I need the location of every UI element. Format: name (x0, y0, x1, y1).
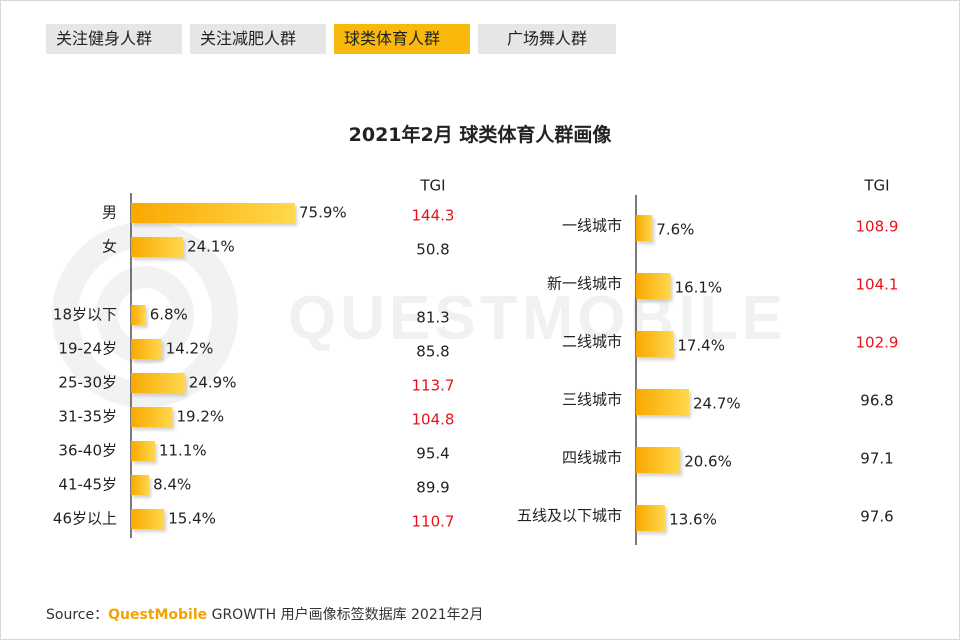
right-category-label: 一线城市 (562, 217, 622, 235)
right-tgi-value: 97.1 (860, 450, 893, 468)
right-value-label: 17.4% (677, 337, 725, 355)
left-tgi-value: 104.8 (412, 411, 455, 429)
left-category-label: 18岁以下 (53, 306, 117, 324)
right-value-label: 24.7% (693, 395, 741, 413)
right-bar (636, 215, 653, 241)
tab-bar: 关注健身人群 关注减肥人群 球类体育人群 广场舞人群 (46, 24, 616, 54)
chart-title: 2021年2月 球类体育人群画像 (348, 124, 612, 146)
left-tgi-value: 110.7 (412, 513, 455, 531)
left-tgi-value: 85.8 (416, 343, 449, 361)
watermark-text: QUESTMOBILE (288, 284, 787, 353)
left-value-label: 6.8% (150, 306, 188, 324)
right-bar (636, 447, 681, 473)
left-tgi-value: 89.9 (416, 479, 449, 497)
right-bar (636, 331, 674, 357)
left-value-label: 8.4% (153, 476, 191, 494)
right-category-label: 三线城市 (562, 391, 622, 409)
right-bar (636, 505, 666, 531)
left-category-label: 女 (102, 238, 117, 256)
left-value-label: 24.1% (187, 238, 235, 256)
left-category-label: 36-40岁 (58, 442, 117, 460)
left-value-label: 11.1% (159, 442, 207, 460)
left-value-label: 14.2% (166, 340, 214, 358)
left-category-label: 25-30岁 (58, 374, 117, 392)
right-value-label: 20.6% (684, 453, 732, 471)
right-tgi-value: 102.9 (856, 334, 899, 352)
right-tgi-header: TGI (863, 177, 889, 195)
tab-weight-loss[interactable]: 关注减肥人群 (190, 24, 326, 54)
left-category-label: 19-24岁 (58, 340, 117, 358)
right-tgi-value: 97.6 (860, 508, 893, 526)
right-value-label: 16.1% (675, 279, 723, 297)
left-bar (131, 407, 173, 427)
left-category-label: 男 (102, 204, 117, 222)
right-bar (636, 389, 689, 415)
source-prefix: Source： (46, 607, 109, 623)
left-category-label: 31-35岁 (58, 408, 117, 426)
source-note: Source：QuestMobile GROWTH 用户画像标签数据库 2021… (46, 604, 484, 624)
left-value-label: 24.9% (189, 374, 237, 392)
left-bar (131, 475, 150, 495)
right-category-label: 五线及以下城市 (517, 507, 622, 525)
left-tgi-value: 144.3 (412, 207, 455, 225)
right-value-label: 13.6% (669, 511, 717, 529)
left-bar (131, 373, 185, 393)
left-bar (131, 237, 184, 257)
left-category-label: 41-45岁 (58, 476, 117, 494)
right-bar (636, 273, 671, 299)
source-text: GROWTH 用户画像标签数据库 2021年2月 (207, 607, 484, 623)
left-value-label: 15.4% (168, 510, 216, 528)
right-tgi-value: 104.1 (856, 276, 899, 294)
left-tgi-value: 113.7 (412, 377, 455, 395)
left-tgi-value: 50.8 (416, 241, 449, 259)
left-bar (131, 203, 295, 223)
left-value-label: 19.2% (176, 408, 224, 426)
left-tgi-header: TGI (419, 177, 445, 195)
right-category-label: 二线城市 (562, 333, 622, 351)
left-tgi-value: 95.4 (416, 445, 449, 463)
tab-fitness[interactable]: 关注健身人群 (46, 24, 182, 54)
tab-square-dance[interactable]: 广场舞人群 (478, 24, 616, 54)
left-value-label: 75.9% (299, 204, 347, 222)
left-bar (131, 441, 155, 461)
right-tgi-value: 96.8 (860, 392, 893, 410)
left-bar (131, 305, 146, 325)
left-bar (131, 339, 162, 359)
left-category-label: 46岁以上 (53, 510, 117, 528)
right-category-label: 四线城市 (562, 449, 622, 467)
right-category-label: 新一线城市 (547, 275, 622, 293)
source-brand: QuestMobile (108, 607, 208, 623)
left-bar (131, 509, 165, 529)
tab-ball-sports[interactable]: 球类体育人群 (334, 24, 470, 54)
right-tgi-value: 108.9 (856, 218, 899, 236)
right-value-label: 7.6% (656, 221, 694, 239)
left-tgi-value: 81.3 (416, 309, 449, 327)
